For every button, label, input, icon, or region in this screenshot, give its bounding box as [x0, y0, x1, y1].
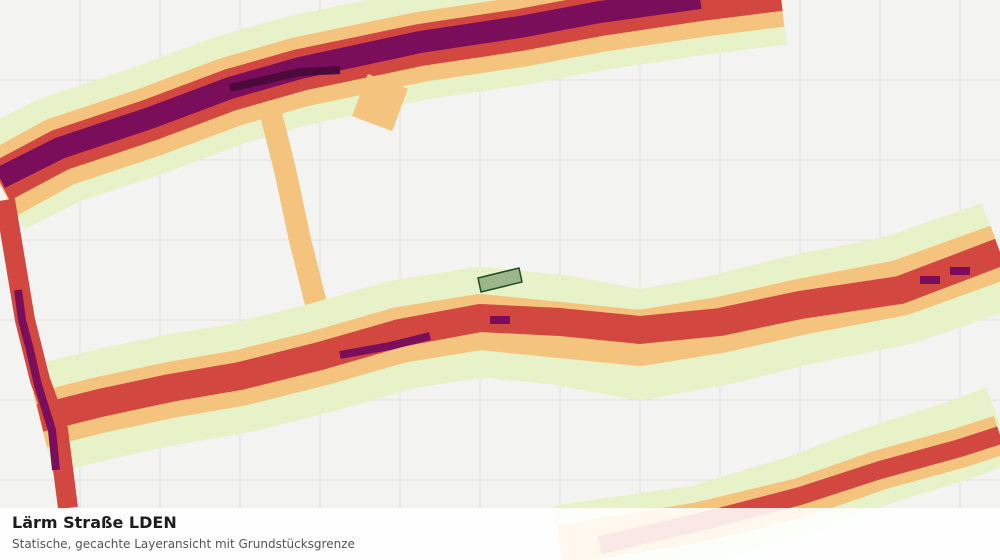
map-subtitle: Statische, gecachte Layeransicht mit Gru…: [12, 537, 355, 551]
property-boundary[interactable]: [477, 267, 523, 293]
map-title: Lärm Straße LDEN: [12, 513, 177, 532]
caption-panel: [0, 508, 1000, 560]
